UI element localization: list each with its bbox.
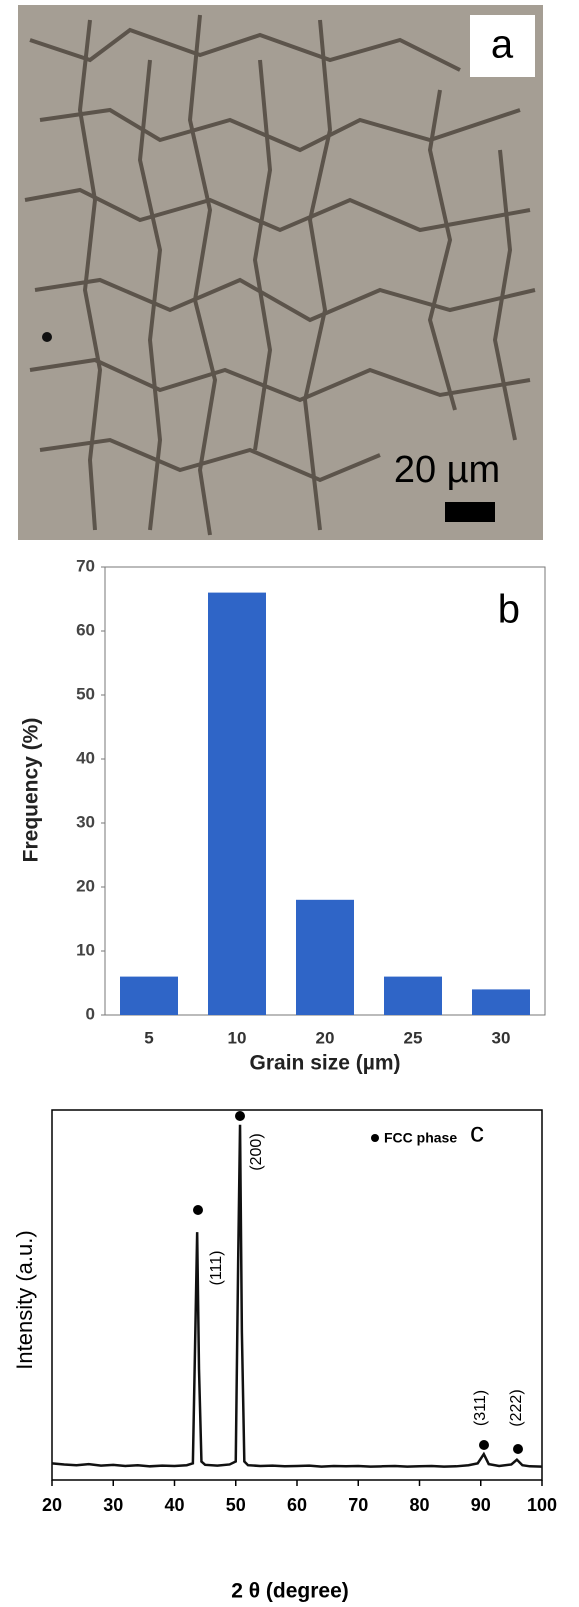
grain-boundaries — [24, 14, 536, 536]
phase-marker — [513, 1444, 523, 1454]
x-tick-label: 90 — [471, 1495, 491, 1515]
bar — [472, 989, 530, 1015]
micrograph: a 20 µm — [18, 5, 543, 540]
data-line — [51, 1124, 543, 1468]
x-tick-label: 40 — [164, 1495, 184, 1515]
y-tick-label: 60 — [76, 620, 95, 639]
x-tick-label: 30 — [103, 1495, 123, 1515]
y-tick-label: 50 — [76, 684, 95, 703]
scale-bar-label: 20 µm — [394, 449, 500, 491]
legend-marker — [371, 1134, 379, 1142]
x-tick-label: 80 — [409, 1495, 429, 1515]
panel-label-box — [470, 15, 535, 77]
x-tick-label: 5 — [144, 1028, 153, 1047]
y-axis-label: Intensity (a.u.) — [12, 1230, 37, 1369]
x-tick-label: 100 — [527, 1495, 557, 1515]
y-tick-label: 40 — [76, 748, 95, 767]
peak-label: (311) — [472, 1390, 489, 1426]
panel-label: a — [491, 23, 514, 67]
y-tick-label: 20 — [76, 876, 95, 895]
x-tick-label: 25 — [404, 1028, 423, 1047]
plot-frame — [51, 1109, 543, 1481]
peak-label: (200) — [248, 1133, 265, 1170]
x-tick-label: 70 — [348, 1495, 368, 1515]
x-tick-label: 20 — [316, 1028, 335, 1047]
legend-label: FCC phase — [384, 1130, 457, 1146]
phase-marker — [193, 1205, 203, 1215]
peak-label: (222) — [508, 1389, 525, 1426]
bar — [384, 976, 442, 1015]
x-axis-label: Grain size (µm) — [250, 1052, 401, 1075]
y-tick-label: 70 — [76, 556, 95, 575]
x-tick-label: 30 — [492, 1028, 511, 1047]
x-tick-label: 20 — [42, 1495, 62, 1515]
micrograph-background — [18, 5, 543, 540]
x-tick-label: 50 — [226, 1495, 246, 1515]
y-tick-label: 10 — [76, 940, 95, 959]
phase-marker — [479, 1440, 489, 1450]
phase-marker — [235, 1111, 245, 1121]
particle — [42, 332, 52, 342]
bar — [120, 976, 178, 1015]
x-axis-label: 2 θ (degree) — [231, 1580, 349, 1603]
y-tick-label: 30 — [76, 812, 95, 831]
x-tick-label: 10 — [228, 1028, 247, 1047]
bar — [296, 899, 354, 1015]
scale-bar — [445, 502, 495, 522]
panel-label: c — [470, 1116, 484, 1147]
bar — [208, 592, 266, 1015]
y-tick-label: 0 — [86, 1004, 95, 1023]
y-axis-label: Frequency (%) — [20, 718, 43, 863]
x-tick-label: 60 — [287, 1495, 307, 1515]
peak-label: (111) — [208, 1251, 225, 1286]
panel-label: b — [498, 588, 520, 632]
